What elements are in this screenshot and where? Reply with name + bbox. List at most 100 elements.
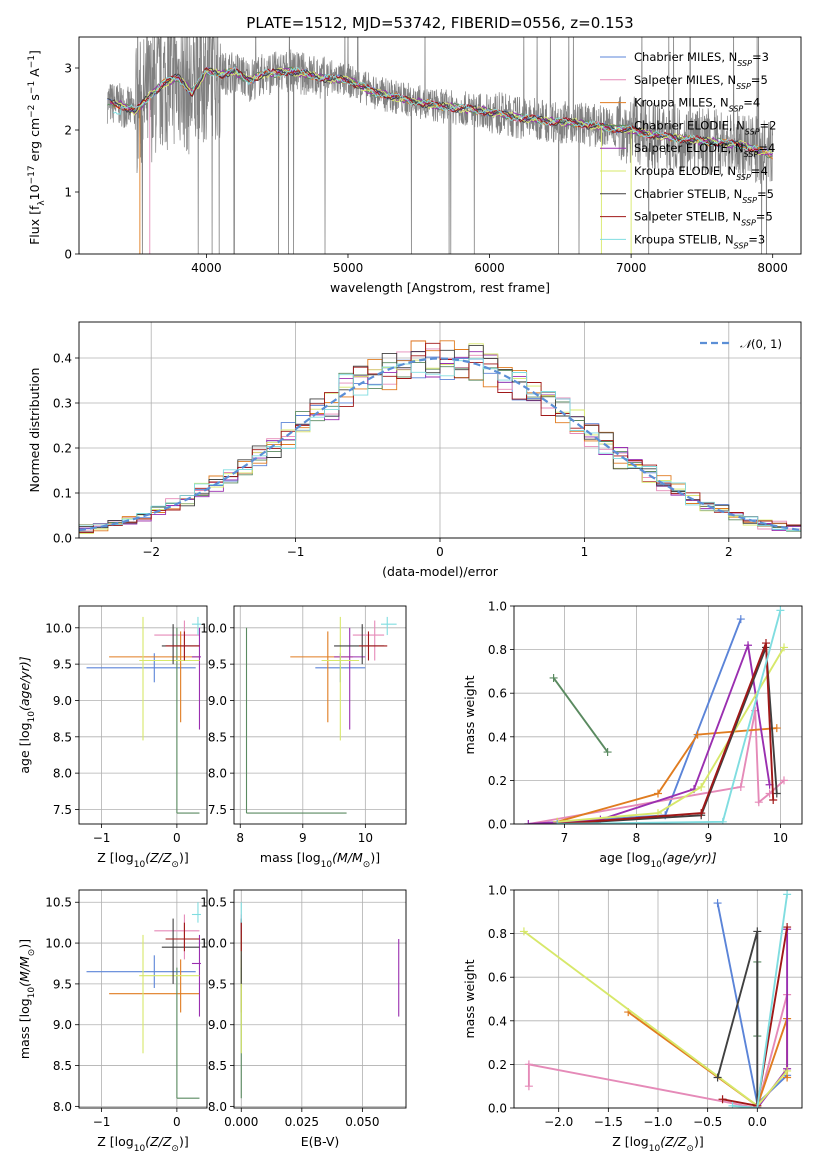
label-part: 5	[767, 187, 774, 201]
x-tick-label: 0	[436, 545, 444, 559]
label-part: (0, 1)	[751, 337, 782, 351]
label-part: SSP	[742, 195, 757, 204]
y-tick-label: 10.5	[200, 896, 227, 910]
x-tick-label: −1	[287, 545, 305, 559]
point-kroupa-miles	[290, 631, 353, 723]
label-part: 10	[134, 1144, 146, 1154]
weight-line	[556, 727, 777, 823]
x-axis-label: age [log10(age/yr)]	[599, 850, 716, 870]
point-chabrier-miles	[86, 955, 196, 988]
age_vs_Z-axes: −1 0 7.5 8.0 8.5 9.0 9.5 10.0	[45, 606, 207, 845]
x-tick-label: −2.0	[544, 1115, 573, 1129]
label-part: ,	[718, 232, 725, 246]
label-part: =	[751, 73, 761, 87]
label-part: =	[743, 96, 753, 110]
x-tick-label: 7	[561, 831, 569, 845]
x-tick-label: 9	[705, 831, 713, 845]
x-tick-label: 6000	[474, 261, 505, 275]
y-tick-label: 0.6	[488, 687, 507, 701]
weight-marker	[776, 606, 785, 615]
label-part: ,	[728, 141, 735, 155]
x-tick-label: 8000	[757, 261, 788, 275]
x-tick-label: 0.050	[345, 1115, 379, 1129]
label-part: 10	[649, 1144, 661, 1154]
weight-marker	[753, 927, 762, 936]
point-chabrier-stelib	[161, 918, 200, 984]
weight_vs_Z-frame	[513, 889, 803, 1109]
x-axis-label: Z [log10(Z/Z⊙)]	[97, 1134, 188, 1154]
label-part: Z [log	[97, 850, 133, 865]
label-part: N	[727, 73, 736, 87]
label-part: 10	[321, 860, 333, 870]
y-tick-label: 8.0	[53, 1100, 72, 1114]
point-chabrier-elodie	[245, 627, 347, 814]
y-axis-label: mass [log10(M/M⊙)]	[17, 939, 37, 1059]
y-tick-label: 0.4	[53, 352, 72, 366]
x-axis-label: (data-model)/error	[382, 564, 499, 579]
point-chabrier-miles	[86, 653, 196, 683]
label-part: )]	[370, 850, 380, 865]
weight-marker	[728, 1101, 737, 1108]
label-part: )]	[179, 850, 189, 865]
legend-entry: Kroupa ELODIE, NSSP=4	[634, 164, 768, 182]
label-part: ⊙	[27, 949, 37, 957]
x-axis-label: Z [log10(Z/Z⊙)]	[612, 1134, 703, 1154]
label-part: −17	[27, 165, 37, 184]
label-part: SSP	[741, 218, 756, 227]
mass_vs_Z-frame	[78, 889, 208, 1109]
x-tick-label: −1	[93, 831, 111, 845]
legend-entry: 𝒩(0, 1)	[740, 337, 782, 351]
label-part: 10	[134, 860, 146, 870]
label-part: =	[757, 187, 767, 201]
label-part: N	[725, 232, 734, 246]
label-part: Chabrier ELODIE	[634, 118, 729, 132]
weight-marker	[524, 1060, 533, 1069]
weight_vs_age-frame	[513, 605, 803, 825]
point-chabrier-elodie	[176, 967, 200, 1099]
label-part: age [log	[599, 850, 650, 865]
label-part: N	[734, 187, 743, 201]
weight-marker	[762, 639, 770, 648]
label-part: Z [log	[612, 1134, 648, 1149]
weight-marker	[654, 789, 662, 798]
y-tick-label: 2	[64, 124, 72, 138]
y-tick-label: 8.5	[208, 730, 227, 744]
label-part: 2	[769, 118, 776, 132]
y-tick-label: 10.0	[45, 937, 72, 951]
x-tick-label: 5000	[333, 261, 364, 275]
weight-line	[557, 642, 775, 824]
age_vs_mass-axes: 8 9 10 7.5 8.0 8.5 9.0 9.5 10.0	[200, 606, 406, 845]
series-salpeter-elodie	[524, 641, 774, 824]
legend-entry: Chabrier ELODIE, NSSP=2	[634, 118, 776, 136]
legend-entry: Kroupa STELIB, NSSP=3	[634, 232, 765, 250]
weight-line	[528, 710, 785, 824]
weight-line	[557, 610, 782, 824]
label-part: A	[27, 68, 42, 81]
label-part: (age/yr)]	[17, 656, 32, 711]
x-tick-label: −2	[142, 545, 160, 559]
y-tick-label: 0.8	[488, 643, 507, 657]
legend-entry: Salpeter ELODIE, NSSP=4	[634, 141, 775, 159]
x-axis-label: mass [log10(M/M⊙)]	[260, 850, 380, 870]
x-tick-label: 10	[773, 831, 788, 845]
weight-marker	[549, 673, 558, 682]
label-part: N	[735, 141, 744, 155]
point-kroupa-elodie	[321, 616, 360, 741]
weight-marker	[693, 730, 702, 739]
x-tick-label: −1.5	[594, 1115, 623, 1129]
label-part: mass weight	[462, 675, 477, 754]
label-part: Salpeter ELODIE	[634, 141, 728, 155]
weight_vs_Z-axes: −2.0 −1.5 −1.0 −0.5 0.0 0.0 0.2 0.4 0.6 0.8 1.0	[488, 884, 802, 1129]
x-tick-label: −1	[93, 1115, 111, 1129]
point-kroupa-elodie	[139, 934, 200, 1054]
label-part: SSP	[745, 127, 760, 136]
y-tick-label: 1.0	[488, 600, 507, 614]
label-part: ⊙	[686, 1144, 694, 1154]
weight-marker	[519, 927, 528, 936]
weight-marker	[744, 641, 752, 650]
x-tick-label: 9	[299, 831, 307, 845]
x-tick-label: −0.5	[693, 1115, 722, 1129]
label-part: N	[720, 96, 729, 110]
weight-marker	[697, 809, 706, 818]
weight-marker	[754, 798, 763, 807]
